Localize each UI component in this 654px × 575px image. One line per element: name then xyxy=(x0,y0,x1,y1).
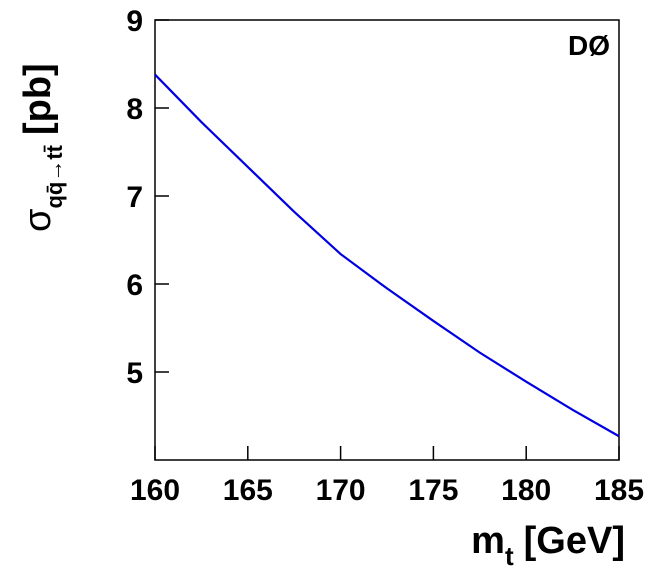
x-tick-label: 170 xyxy=(316,474,366,507)
y-tick-label: 9 xyxy=(126,5,143,38)
x-tick-label: 185 xyxy=(594,474,644,507)
x-tick-label: 160 xyxy=(130,474,180,507)
x-label-symbol: m xyxy=(471,520,505,562)
x-axis-label: mt [GeV] xyxy=(471,520,625,571)
y-label-subscript: qq̄→tt̄ xyxy=(42,144,67,208)
plot-frame xyxy=(154,19,620,461)
y-axis-label: σqq̄→tt̄ [pb] xyxy=(17,63,67,232)
y-tick-label: 5 xyxy=(126,357,143,390)
annotation: DØ xyxy=(568,30,610,61)
y-tick-label: 6 xyxy=(126,269,143,302)
x-label-unit: [GeV] xyxy=(524,520,625,562)
x-tick-label: 165 xyxy=(223,474,273,507)
y-tick-label: 8 xyxy=(126,93,143,126)
y-tick-label: 7 xyxy=(126,181,143,214)
x-tick-label: 180 xyxy=(501,474,551,507)
data-line xyxy=(154,73,620,438)
x-tick-label: 175 xyxy=(408,474,458,507)
y-label-symbol: σ xyxy=(17,209,59,232)
y-label-unit: [pb] xyxy=(17,63,59,135)
x-label-subscript: t xyxy=(505,541,514,571)
